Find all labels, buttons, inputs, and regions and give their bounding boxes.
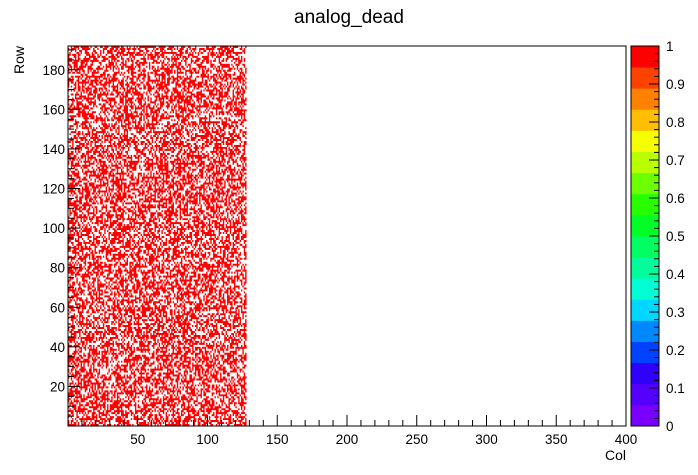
palette-swatch [631,109,659,131]
palette-tick-label: 0.3 [666,305,685,320]
palette-swatch [631,341,659,364]
x-axis-title: Col [605,447,626,463]
y-tick-label: 100 [42,221,65,236]
palette-swatch [631,257,659,279]
palette-tick-label: 0.4 [666,267,685,282]
y-tick-label: 40 [50,340,65,355]
y-axis-title: Row [11,45,27,74]
y-tick-label: 80 [50,261,65,276]
palette-swatch [631,299,659,321]
palette-tick-label: 0.5 [666,229,685,244]
palette-tick-label: 0 [666,419,674,434]
palette-tick-label: 1 [666,39,674,54]
palette-swatch [631,362,659,385]
color-palette [630,45,660,427]
x-axis: 50 100 150 200 250 300 350 400 [81,415,638,447]
palette-tick-label: 0.9 [666,77,685,92]
palette-swatch [631,130,659,152]
palette-swatch [631,67,659,89]
palette-axis: 0 0.1 0.2 0.3 0.4 0.5 0.6 0.7 0.8 0.9 1 [649,39,685,434]
y-tick-label: 20 [50,379,65,394]
palette-swatch [631,151,659,174]
palette-swatch [631,214,659,237]
palette-swatch [631,278,659,300]
palette-swatch [631,172,659,195]
x-tick-label: 250 [405,432,428,447]
palette-swatch [631,193,659,216]
x-tick-label: 150 [266,432,289,447]
x-tick-label: 200 [336,432,359,447]
dead-pixel-cells [68,46,247,426]
palette-swatch [631,236,659,258]
chart-title: analog_dead [294,7,404,28]
palette-tick-label: 0.8 [666,115,685,130]
heatmap-cells [68,46,247,426]
y-tick-label: 120 [42,182,65,197]
x-tick-label: 300 [475,432,498,447]
y-tick-label: 160 [42,102,65,117]
x-tick-label: 350 [545,432,568,447]
palette-tick-label: 0.2 [666,343,685,358]
palette-tick-label: 0.7 [666,153,685,168]
y-tick-label: 140 [42,142,65,157]
palette-swatch [631,383,659,406]
palette-swatch [631,88,659,110]
palette-swatch [631,404,659,427]
y-tick-label: 60 [50,300,65,315]
palette-swatch [631,320,659,342]
palette-tick-label: 0.6 [666,191,685,206]
x-tick-label: 400 [615,432,638,447]
x-tick-label: 50 [130,432,145,447]
palette-tick-label: 0.1 [666,381,685,396]
y-axis: 20 40 60 80 100 120 140 160 180 [42,49,80,417]
palette-swatch [631,46,659,68]
y-tick-label: 180 [42,63,65,78]
x-tick-label: 100 [196,432,219,447]
